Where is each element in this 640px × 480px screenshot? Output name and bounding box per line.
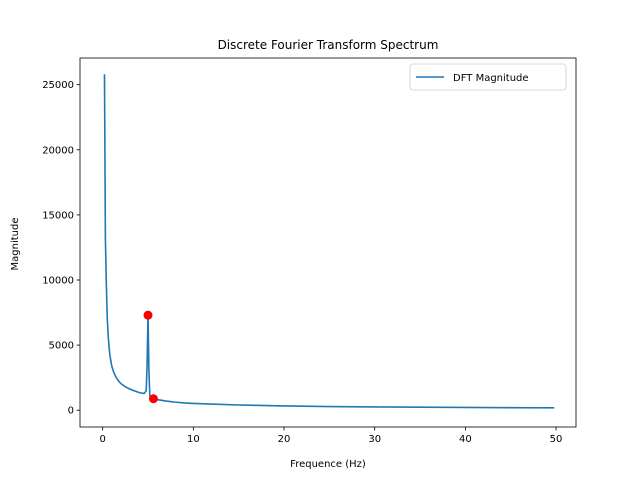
plot-frame xyxy=(79,57,577,428)
y-axis-label: Magnitude xyxy=(10,218,21,271)
y-tick-label: 0 xyxy=(68,406,74,417)
y-tick-label: 5000 xyxy=(49,341,74,352)
axes: 0 10 20 30 40 50 0 5000 10000 15000 20000 25000 xyxy=(42,57,577,445)
x-axis-label: Frequence (Hz) xyxy=(290,459,366,470)
peak-markers xyxy=(143,310,158,404)
x-tick-label: 0 xyxy=(99,434,105,445)
y-tick-label: 15000 xyxy=(42,210,74,221)
peak-marker xyxy=(148,394,158,404)
x-tick-label: 30 xyxy=(368,434,381,445)
series-line-0 xyxy=(103,74,555,409)
data-series xyxy=(103,74,555,409)
y-tick-label: 25000 xyxy=(42,80,74,91)
y-tick-label: 10000 xyxy=(42,275,74,286)
peak-marker xyxy=(143,310,153,320)
x-tick-label: 50 xyxy=(550,434,563,445)
legend-label: DFT Magnitude xyxy=(453,73,529,84)
x-tick-label: 20 xyxy=(278,434,291,445)
x-tick-label: 10 xyxy=(187,434,200,445)
y-tick-label: 20000 xyxy=(42,145,74,156)
legend-box xyxy=(409,63,567,91)
x-tick-label: 40 xyxy=(459,434,472,445)
chart-title: Discrete Fourier Transform Spectrum xyxy=(218,38,439,52)
legend: DFT Magnitude xyxy=(409,63,567,91)
